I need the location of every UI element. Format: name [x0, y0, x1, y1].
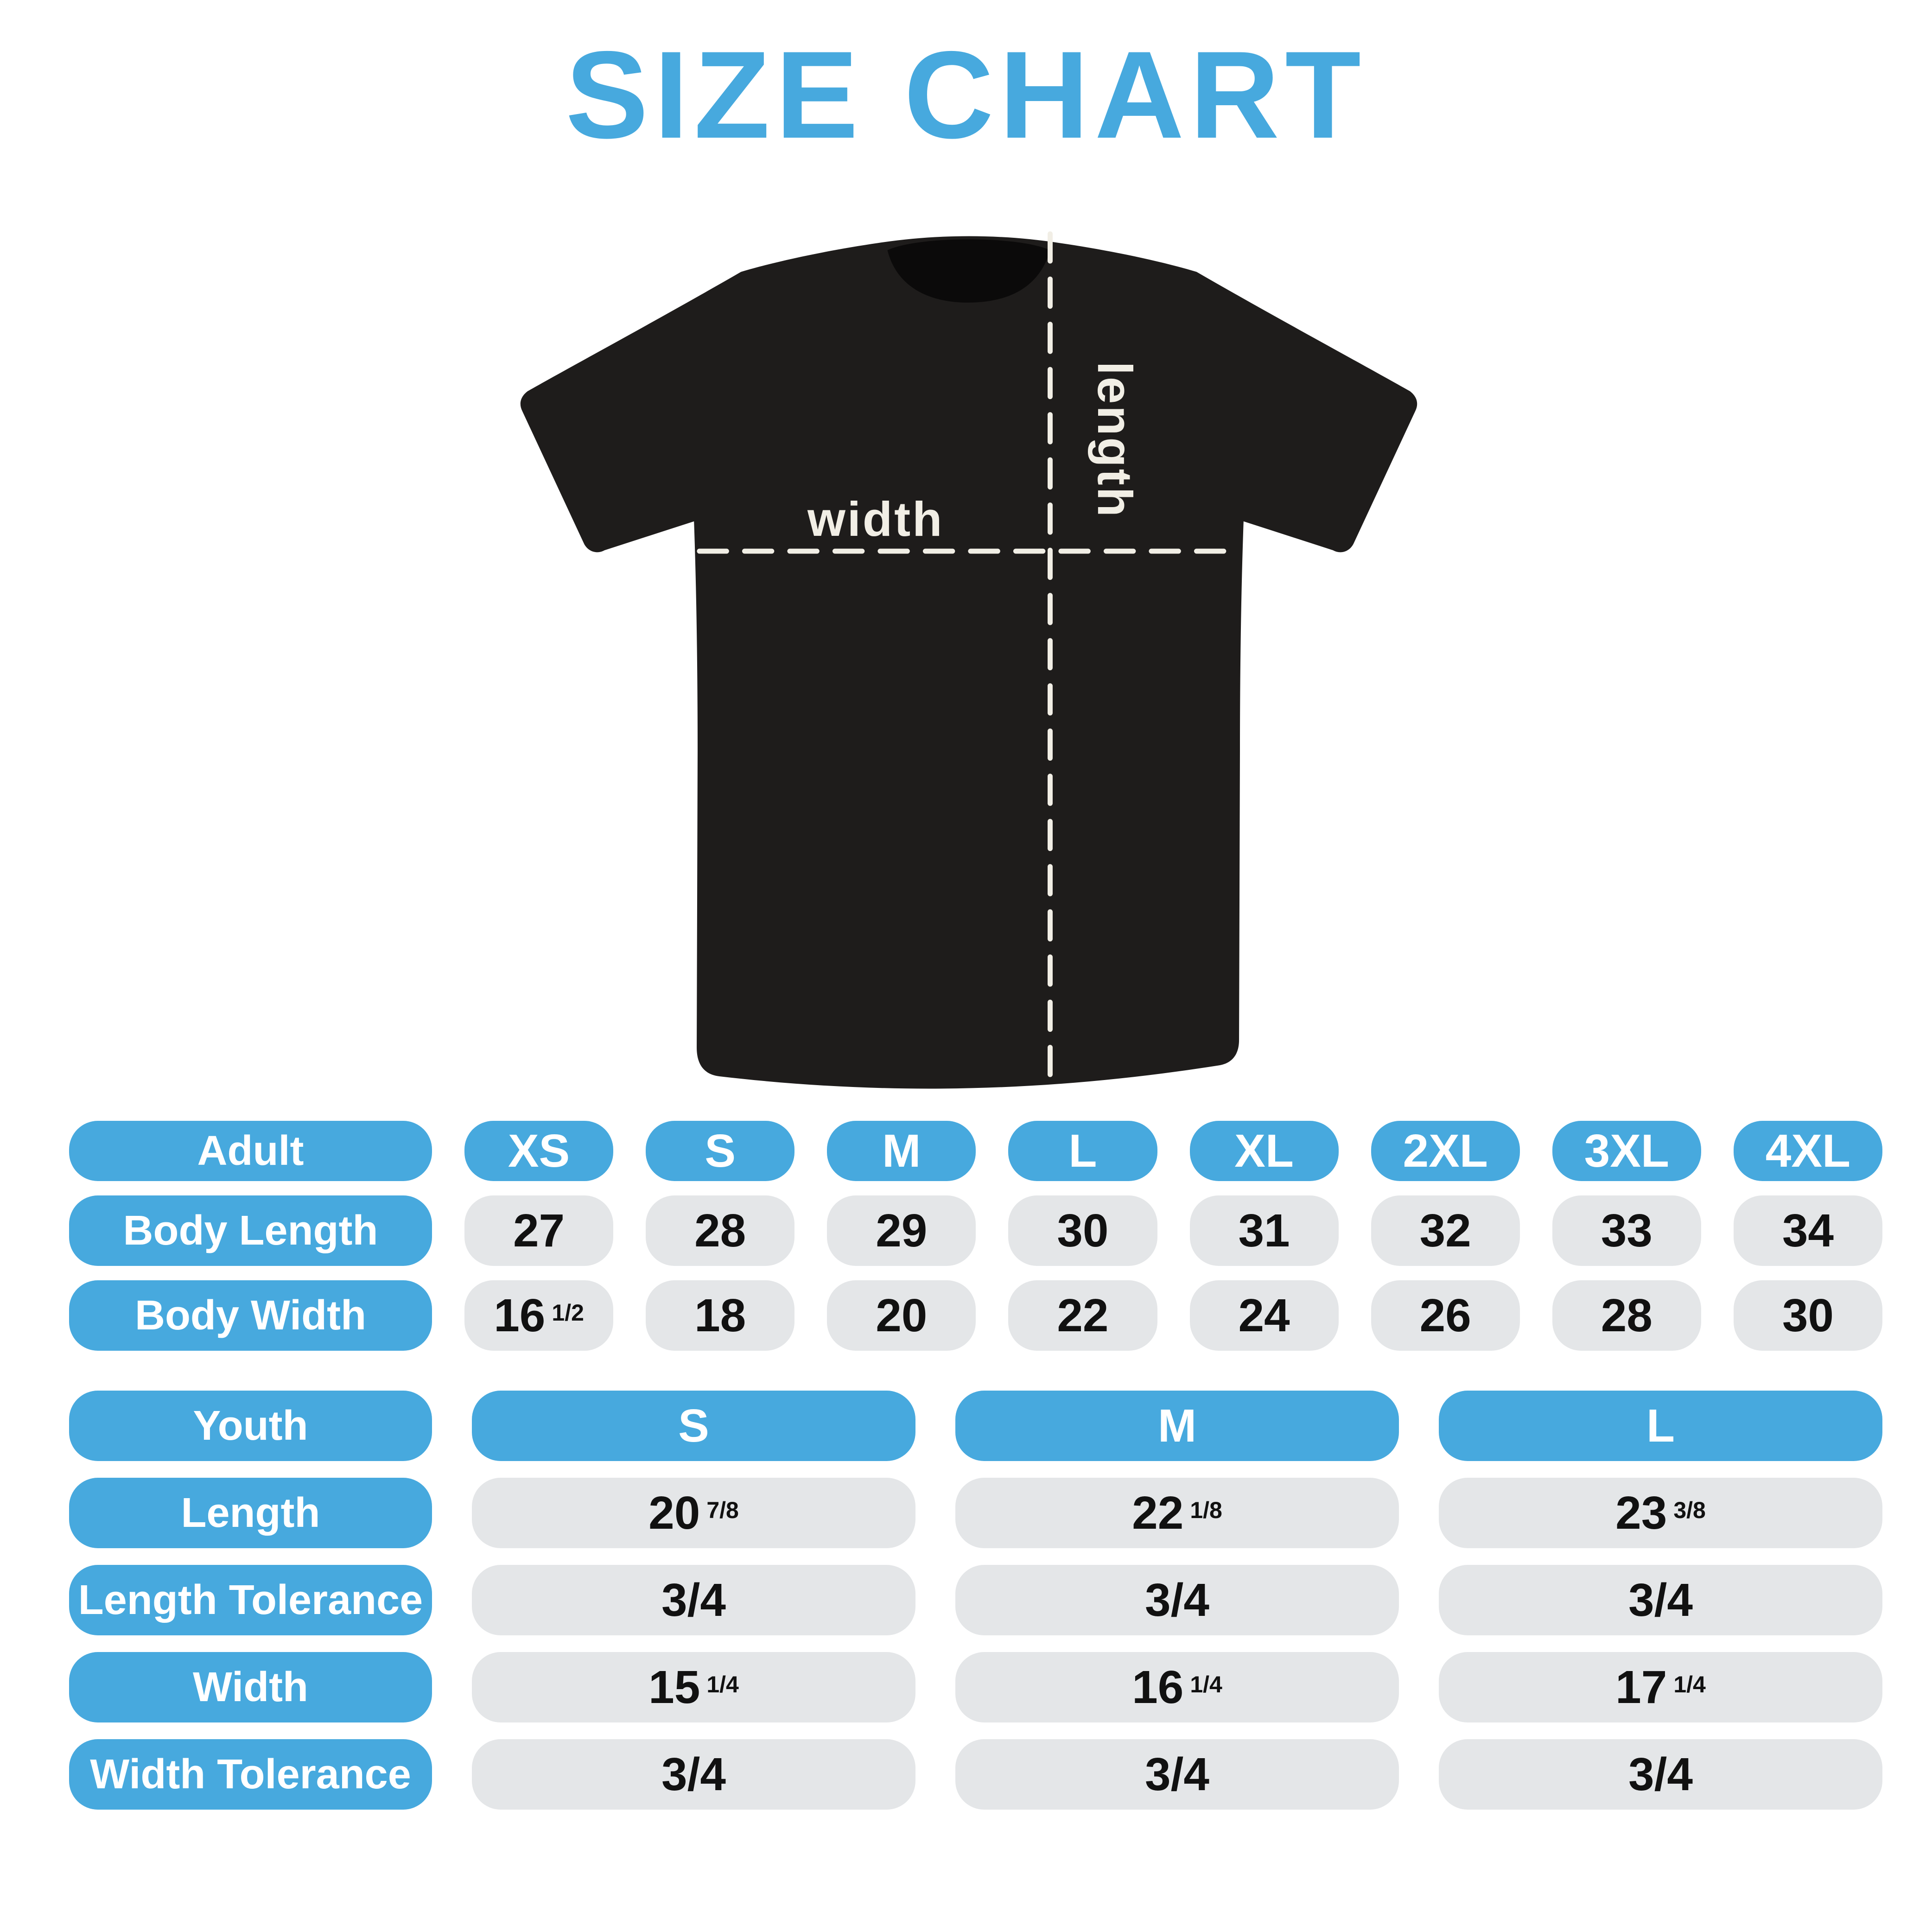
cell-body-length-3xl: 33 [1552, 1195, 1701, 1266]
value-main: 20 [648, 1487, 700, 1539]
cell-width-tolerance-s: 3/4 [472, 1739, 915, 1810]
value-main: 27 [513, 1204, 565, 1257]
col-header-s: S [472, 1391, 915, 1461]
row-header-width-tolerance: Width Tolerance [69, 1739, 432, 1810]
value-main: 24 [1238, 1289, 1290, 1341]
row-header-length: Length [69, 1478, 432, 1548]
tshirt-measurement-diagram: width length [517, 209, 1421, 1112]
col-header-m: M [827, 1121, 976, 1181]
value-main: 22 [1132, 1487, 1184, 1539]
cell-width-m: 16 1/4 [955, 1652, 1399, 1722]
row-header-length-tolerance: Length Tolerance [69, 1565, 432, 1635]
cell-length-s: 20 7/8 [472, 1478, 915, 1548]
value-main: 20 [876, 1289, 928, 1341]
value-main: 16 [1132, 1661, 1184, 1713]
value-main: 28 [1601, 1289, 1652, 1341]
value-fraction: 3/8 [1673, 1497, 1706, 1523]
row-header-body-length: Body Length [69, 1195, 432, 1266]
value-main: 3/4 [1144, 1574, 1209, 1626]
value-main: 22 [1057, 1289, 1109, 1341]
cell-body-length-l: 30 [1008, 1195, 1157, 1266]
cell-body-width-xl: 24 [1189, 1280, 1339, 1351]
col-header-m: M [955, 1391, 1399, 1461]
value-main: 18 [694, 1289, 746, 1341]
value-main: 3/4 [1144, 1748, 1209, 1800]
value-main: 23 [1615, 1487, 1667, 1539]
col-header-2xl: 2XL [1371, 1121, 1520, 1181]
cell-body-length-4xl: 34 [1733, 1195, 1882, 1266]
value-fraction: 1/4 [1190, 1671, 1222, 1697]
value-main: 34 [1782, 1204, 1834, 1257]
value-main: 30 [1782, 1289, 1834, 1341]
value-main: 15 [648, 1661, 700, 1713]
cell-body-width-s: 18 [646, 1280, 795, 1351]
cell-body-width-l: 22 [1008, 1280, 1157, 1351]
cell-body-width-3xl: 28 [1552, 1280, 1701, 1351]
cell-body-width-xs: 16 1/2 [464, 1280, 614, 1351]
col-header-4xl: 4XL [1733, 1121, 1882, 1181]
width-label: width [807, 492, 944, 547]
value-main: 3/4 [661, 1748, 726, 1800]
value-main: 3/4 [661, 1574, 726, 1626]
tshirt-collar [887, 239, 1050, 303]
table-title-youth: Youth [69, 1391, 432, 1461]
cell-width-s: 15 1/4 [472, 1652, 915, 1722]
value-main: 17 [1615, 1661, 1667, 1713]
cell-body-width-2xl: 26 [1371, 1280, 1520, 1351]
cell-body-length-2xl: 32 [1371, 1195, 1520, 1266]
value-main: 28 [694, 1204, 746, 1257]
value-main: 29 [876, 1204, 928, 1257]
cell-width-tolerance-l: 3/4 [1439, 1739, 1882, 1810]
value-fraction: 1/8 [1190, 1497, 1222, 1523]
cell-body-length-xs: 27 [464, 1195, 614, 1266]
row-header-width: Width [69, 1652, 432, 1722]
value-main: 3/4 [1628, 1574, 1693, 1626]
value-main: 3/4 [1628, 1748, 1693, 1800]
length-label: length [1087, 362, 1142, 519]
col-header-3xl: 3XL [1552, 1121, 1701, 1181]
col-header-xs: XS [464, 1121, 614, 1181]
value-fraction: 1/4 [1673, 1671, 1706, 1697]
col-header-l: L [1439, 1391, 1882, 1461]
cell-length-m: 22 1/8 [955, 1478, 1399, 1548]
value-main: 31 [1238, 1204, 1290, 1257]
cell-body-length-s: 28 [646, 1195, 795, 1266]
cell-length-l: 23 3/8 [1439, 1478, 1882, 1548]
adult-size-table: Adult XS S M L XL 2XL 3XL 4XL Body Length 27 28 29 30… [69, 1121, 1882, 1351]
value-main: 26 [1419, 1289, 1471, 1341]
cell-length-tolerance-m: 3/4 [955, 1565, 1399, 1635]
value-fraction: 1/4 [706, 1671, 739, 1697]
col-header-s: S [646, 1121, 795, 1181]
cell-body-width-m: 20 [827, 1280, 976, 1351]
cell-length-tolerance-l: 3/4 [1439, 1565, 1882, 1635]
col-header-xl: XL [1189, 1121, 1339, 1181]
value-main: 16 [494, 1289, 546, 1341]
col-header-l: L [1008, 1121, 1157, 1181]
value-main: 32 [1419, 1204, 1471, 1257]
value-main: 33 [1601, 1204, 1652, 1257]
cell-width-l: 17 1/4 [1439, 1652, 1882, 1722]
cell-body-length-xl: 31 [1189, 1195, 1339, 1266]
cell-width-tolerance-m: 3/4 [955, 1739, 1399, 1810]
cell-length-tolerance-s: 3/4 [472, 1565, 915, 1635]
value-fraction: 1/2 [552, 1300, 584, 1326]
page-title: SIZE CHART [566, 25, 1366, 164]
tshirt-graphic: width length [520, 231, 1417, 1089]
table-title-adult: Adult [69, 1121, 432, 1181]
row-header-body-width: Body Width [69, 1280, 432, 1351]
youth-size-table: Youth S M L Length 20 7/8 22 1/8 23 3/8 Length Tole… [69, 1391, 1882, 1810]
tshirt-body [520, 236, 1417, 1089]
value-main: 30 [1057, 1204, 1109, 1257]
value-fraction: 7/8 [706, 1497, 739, 1523]
cell-body-length-m: 29 [827, 1195, 976, 1266]
cell-body-width-4xl: 30 [1733, 1280, 1882, 1351]
